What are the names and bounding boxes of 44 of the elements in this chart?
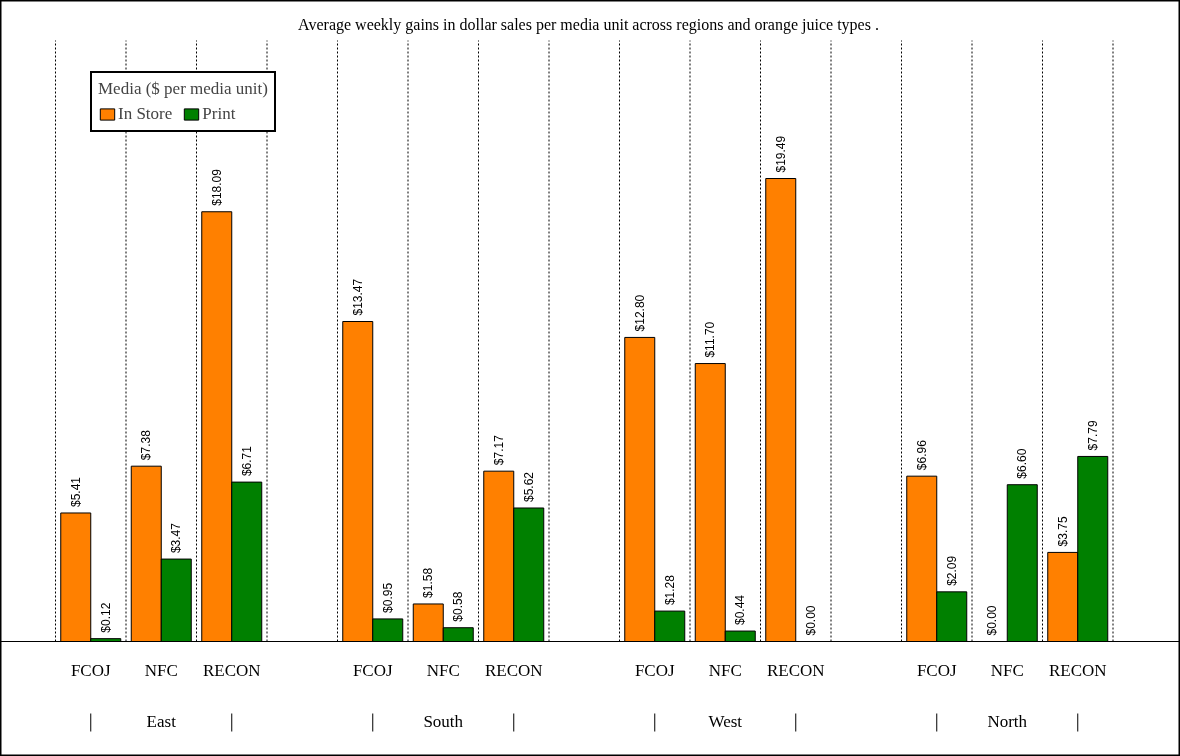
x-tick-label: NFC [990, 661, 1024, 680]
data-label: $13.47 [350, 278, 365, 316]
x-tick-label: FCOJ [352, 661, 393, 680]
x-tick-label: RECON [484, 661, 543, 680]
legend-label: Print [202, 104, 236, 124]
x-tick-label: FCOJ [634, 661, 675, 680]
text: West [708, 712, 743, 731]
x-tick-label: NFC [144, 661, 178, 680]
data-label: $11.70 [703, 321, 718, 358]
data-label: $1.28 [662, 574, 677, 606]
data-label: $19.49 [773, 135, 788, 173]
x-tick-label: FCOJ [70, 661, 111, 680]
x-tick-label: NFC [708, 661, 742, 680]
data-label: $6.96 [914, 439, 929, 471]
data-label: $1.58 [421, 567, 436, 598]
data-label: $0.44 [733, 594, 748, 626]
x-tick-label: RECON [766, 661, 825, 680]
data-label: $7.17 [491, 434, 506, 466]
chart-title: Average weekly gains in dollar sales per media unit across regions and orange juice types . [298, 16, 879, 34]
data-label: $3.75 [1055, 516, 1070, 547]
x-tick-label: FCOJ [916, 661, 957, 680]
data-label: $0.58 [451, 591, 466, 622]
x-tick-label: NFC [426, 661, 460, 680]
legend-label: In Store [118, 104, 173, 124]
data-label: $18.09 [209, 168, 224, 206]
data-label: $0.00 [985, 605, 1000, 636]
data-label: $0.12 [98, 602, 113, 633]
data-label: $12.80 [632, 294, 647, 332]
data-label: $0.00 [803, 605, 818, 636]
data-label: $6.71 [239, 445, 254, 477]
text: North [987, 712, 1028, 731]
text: East [146, 712, 177, 731]
text: South [423, 712, 464, 731]
x-tick-label: RECON [1048, 661, 1107, 680]
data-label: $7.79 [1085, 420, 1100, 451]
data-label: $5.41 [68, 476, 83, 507]
x-tick-label: RECON [202, 661, 261, 680]
data-label: $2.09 [944, 555, 959, 586]
legend-title: Media ($ per media unit) [98, 79, 268, 99]
data-label: $7.38 [139, 429, 154, 461]
data-label: $5.62 [521, 471, 536, 502]
data-label: $0.95 [380, 582, 395, 613]
data-label: $6.60 [1015, 448, 1030, 479]
data-label: $3.47 [169, 522, 184, 554]
